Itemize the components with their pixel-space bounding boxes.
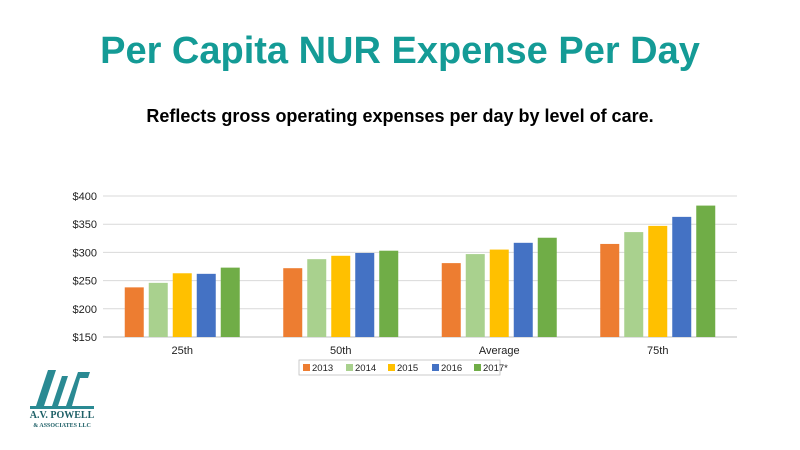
bar — [148, 282, 168, 337]
x-category-label: 25th — [172, 345, 193, 357]
y-tick-label: $300 — [73, 247, 97, 259]
legend-label: 2017* — [483, 363, 508, 374]
bar — [489, 249, 509, 337]
legend-swatch — [303, 364, 310, 371]
bar — [696, 205, 716, 337]
bar — [465, 254, 485, 337]
logo-company-name: A.V. POWELL — [30, 410, 95, 421]
legend-label: 2014 — [355, 363, 376, 374]
logo-mark — [30, 370, 94, 409]
x-category-label: Average — [479, 345, 520, 357]
legend-swatch — [346, 364, 353, 371]
y-tick-label: $400 — [73, 191, 97, 203]
bar — [307, 259, 327, 337]
logo-company-suffix: & ASSOCIATES LLC — [33, 423, 91, 429]
legend-label: 2015 — [397, 363, 418, 374]
legend: 2013 2014 2015 2016 2017* — [298, 359, 508, 376]
bar — [600, 243, 620, 337]
bar — [331, 255, 351, 337]
y-tick-label: $250 — [73, 276, 97, 288]
bar — [172, 273, 192, 337]
bar — [513, 242, 533, 337]
legend-swatch — [432, 364, 439, 371]
legend-label: 2013 — [312, 363, 333, 374]
x-category-label: 50th — [330, 345, 351, 357]
x-category-label: 75th — [647, 345, 668, 357]
legend-label: 2016 — [441, 363, 462, 374]
bars — [124, 205, 716, 337]
bar — [379, 250, 399, 337]
avp-logo-icon: A.V. POWELL & ASSOCIATES LLC — [30, 370, 95, 429]
legend-swatch — [388, 364, 395, 371]
bar — [220, 267, 240, 337]
slide-subtitle: Reflects gross operating expenses per da… — [146, 106, 654, 126]
bar — [648, 225, 668, 337]
x-axis-categories: 25th 50th Average 75th — [172, 345, 669, 357]
y-tick-label: $200 — [73, 304, 97, 316]
y-tick-label: $350 — [73, 219, 97, 231]
slide-title: Per Capita NUR Expense Per Day — [100, 30, 700, 72]
bar — [441, 263, 461, 337]
bar — [624, 232, 644, 337]
bar — [124, 287, 144, 337]
bar — [196, 273, 216, 337]
y-axis-ticks: $150 $200 $250 $300 $350 $400 — [73, 191, 97, 344]
bar — [672, 216, 692, 337]
y-tick-label: $150 — [73, 332, 97, 344]
bar — [283, 268, 303, 337]
bar — [537, 237, 557, 337]
bar — [355, 252, 375, 337]
legend-swatch — [474, 364, 481, 371]
legend-box — [298, 359, 501, 376]
